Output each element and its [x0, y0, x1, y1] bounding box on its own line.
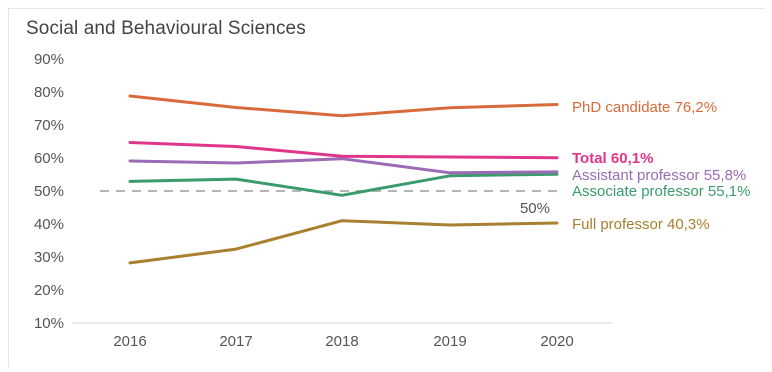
y-tick-label: 90%: [34, 51, 64, 68]
series-line-total: [128, 141, 559, 160]
y-tick-label: 70%: [34, 117, 64, 134]
series-line-full-professor: [128, 219, 559, 265]
x-tick-label: 2018: [325, 333, 358, 350]
series-label-phd-candidate: PhD candidate 76,2%: [572, 99, 717, 116]
chart-title: Social and Behavioural Sciences: [26, 18, 306, 39]
reference-line-label: 50%: [520, 200, 550, 217]
series-label-associate-professor: Associate professor 55,1%: [572, 183, 750, 200]
y-tick-label: 50%: [34, 183, 64, 200]
x-tick-label: 2020: [540, 333, 573, 350]
series-label-total: Total 60,1%: [572, 150, 653, 167]
y-tick-label: 40%: [34, 216, 64, 233]
x-tick-label: 2017: [219, 333, 252, 350]
series-line-assistant-professor: [128, 157, 559, 175]
series-lines: [128, 94, 559, 265]
reference-line-group: 50%: [100, 190, 562, 217]
x-tick-label: 2019: [433, 333, 466, 350]
y-tick-label: 80%: [34, 84, 64, 101]
series-label-full-professor: Full professor 40,3%: [572, 216, 710, 233]
y-axis-ticks: 10% 20% 30% 40% 50% 60% 70% 80% 90%: [34, 51, 64, 332]
x-tick-label: 2016: [113, 333, 146, 350]
series-labels: PhD candidate 76,2% Total 60,1%Assistant …: [572, 99, 750, 233]
y-tick-label: 20%: [34, 282, 64, 299]
series-label-assistant-professor: Assistant professor 55,8%: [572, 167, 746, 184]
series-line-associate-professor: [128, 172, 559, 197]
chart-frame: [8, 8, 765, 367]
series-line-phd-candidate: [128, 94, 559, 118]
y-tick-label: 30%: [34, 249, 64, 266]
x-axis-ticks: 2016 2017 2018 2019 2020: [113, 333, 573, 350]
y-tick-label: 10%: [34, 315, 64, 332]
y-tick-label: 60%: [34, 150, 64, 167]
